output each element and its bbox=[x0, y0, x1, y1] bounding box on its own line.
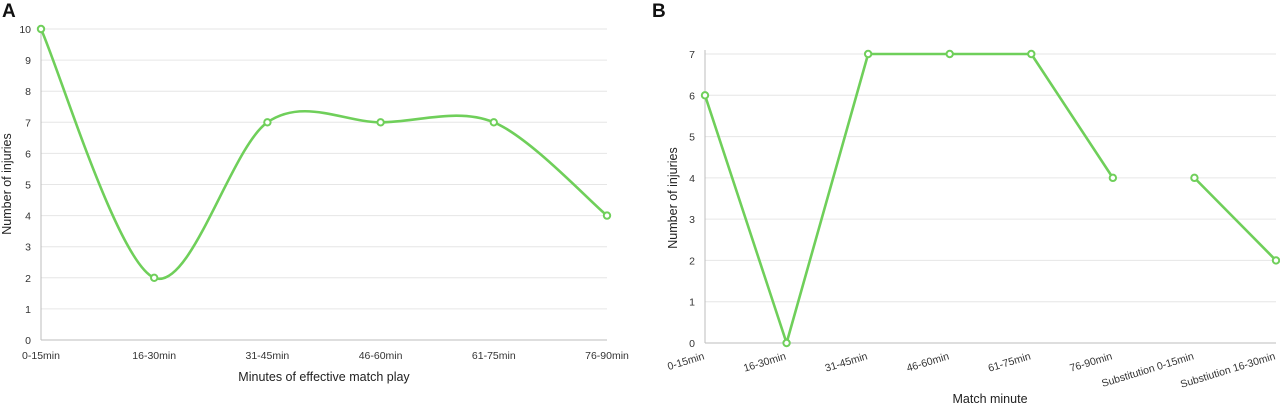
panel-a-x-tick-label: 46-60min bbox=[359, 350, 403, 362]
panel-b-series-line bbox=[703, 52, 1115, 345]
panel-a-data-point bbox=[263, 118, 272, 127]
panel-a-x-tick-label: 0-15min bbox=[22, 350, 60, 362]
panel-b-x-tick-label: 0-15min bbox=[666, 350, 706, 373]
panel-a-y-tick-label: 7 bbox=[25, 117, 31, 129]
panel-a-data-point bbox=[150, 273, 159, 282]
panel-b-y-tick-label: 1 bbox=[689, 297, 695, 309]
panel-b: B 0 1 2 3 4 5 6 7 0-15min 16-30min 31-45min 46-60mi… bbox=[652, 1, 1280, 406]
panel-a-letter: A bbox=[2, 1, 16, 22]
panel-b-letter: B bbox=[652, 1, 666, 22]
panel-a-y-tick-label: 4 bbox=[25, 211, 31, 223]
panel-b-y-tick-label: 3 bbox=[689, 214, 695, 226]
panel-a-y-tick-label: 10 bbox=[19, 24, 31, 36]
panel-b-data-point bbox=[1027, 49, 1036, 59]
panel-a-y-tick-label: 5 bbox=[25, 180, 31, 192]
panel-a-data-point bbox=[376, 118, 385, 127]
panel-b-y-tick-label: 6 bbox=[689, 90, 695, 102]
panel-b-x-axis-label: Match minute bbox=[952, 392, 1027, 406]
panel-a: A 0 1 2 3 4 5 6 7 8 9 10 0-15min 16-30min 31-45min 46-… bbox=[0, 1, 629, 384]
panel-b-y-tick-label: 0 bbox=[689, 338, 695, 350]
panel-b-y-tick-label: 5 bbox=[689, 132, 695, 144]
panel-b-x-tick-label: Substiution 16-30min bbox=[1179, 350, 1277, 390]
panel-a-x-tick-label: 31-45min bbox=[246, 350, 290, 362]
panel-a-data-point bbox=[602, 211, 612, 220]
panel-a-x-tick-label: 16-30min bbox=[132, 350, 176, 362]
panel-b-y-axis-label: Number of injuries bbox=[666, 147, 680, 248]
panel-a-y-tick-label: 9 bbox=[25, 55, 31, 67]
panel-b-x-tick-label: 76-90min bbox=[1068, 350, 1114, 374]
panel-a-y-tick-label: 6 bbox=[25, 148, 31, 160]
panel-a-y-tick-label: 8 bbox=[25, 86, 31, 98]
panel-b-x-tick-label: 61-75min bbox=[987, 350, 1033, 374]
panel-b-data-point bbox=[700, 91, 710, 100]
panel-a-x-axis-label: Minutes of effective match play bbox=[238, 370, 410, 384]
panel-b-series-line bbox=[1193, 176, 1278, 262]
panel-b-data-point bbox=[945, 49, 954, 59]
panel-a-x-tick-label: 61-75min bbox=[472, 350, 516, 362]
panel-b-x-tick-label: 46-60min bbox=[905, 350, 951, 374]
panel-b-data-point bbox=[1190, 173, 1199, 183]
panel-b-x-tick-label: 16-30min bbox=[742, 350, 788, 374]
panel-a-x-tick-label: 76-90min bbox=[585, 350, 629, 362]
panel-b-data-point bbox=[863, 49, 873, 59]
panel-b-y-tick-label: 2 bbox=[689, 255, 695, 267]
panel-a-y-tick-label: 1 bbox=[25, 304, 31, 316]
panel-a-data-point bbox=[489, 118, 498, 127]
panel-b-data-point bbox=[782, 338, 791, 348]
panel-b-y-tick-label: 4 bbox=[689, 173, 695, 185]
panel-a-y-tick-label: 2 bbox=[25, 273, 31, 285]
panel-a-y-tick-label: 0 bbox=[25, 335, 31, 347]
panel-b-data-point bbox=[1271, 256, 1280, 265]
panel-a-y-axis-label: Number of injuries bbox=[0, 133, 14, 234]
panel-a-series-line bbox=[39, 27, 609, 281]
panel-a-y-tick-label: 3 bbox=[25, 242, 31, 254]
panel-b-x-tick-label: 31-45min bbox=[824, 350, 870, 374]
panel-a-data-point bbox=[36, 24, 46, 34]
panel-b-data-point bbox=[1108, 173, 1118, 183]
panel-b-y-tick-label: 7 bbox=[689, 49, 695, 61]
